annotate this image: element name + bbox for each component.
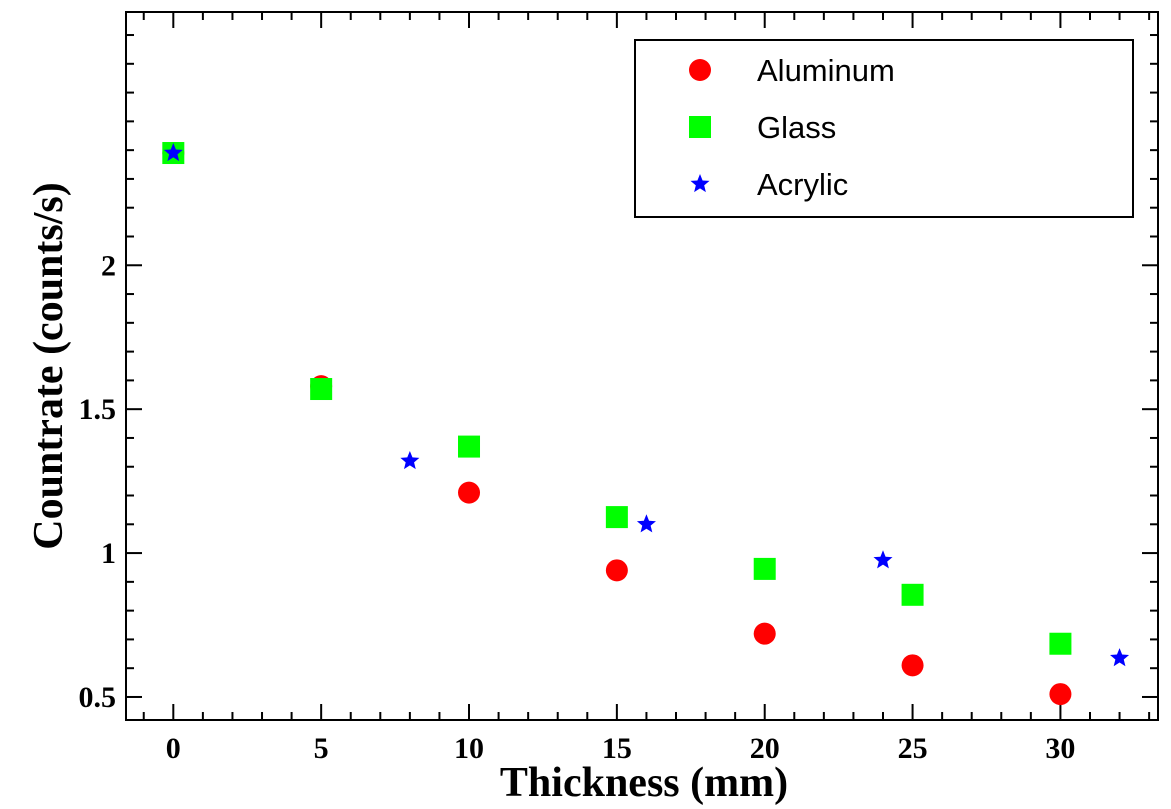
plot-frame xyxy=(125,11,1159,721)
y-tick-label: 0.5 xyxy=(79,681,117,714)
glass-point xyxy=(458,435,481,458)
glass-series xyxy=(162,142,1072,655)
legend-marker-glass xyxy=(689,116,711,138)
x-tick-label: 5 xyxy=(314,732,329,765)
y-tick-label: 2 xyxy=(101,249,116,282)
acrylic-point xyxy=(636,514,656,533)
x-tick-label: 15 xyxy=(602,732,632,765)
x-tick-label: 10 xyxy=(454,732,484,765)
legend-label-acrylic: Acrylic xyxy=(757,167,848,202)
legend-label-aluminum: Aluminum xyxy=(757,53,895,88)
acrylic-point xyxy=(1110,648,1130,667)
glass-point xyxy=(605,506,628,529)
glass-point xyxy=(1049,632,1072,655)
acrylic-point xyxy=(400,450,420,470)
legend: Aluminum Glass Acrylic xyxy=(634,39,1134,218)
acrylic-series xyxy=(163,143,1130,667)
aluminum-series xyxy=(162,142,1072,706)
aluminum-point xyxy=(1049,683,1072,706)
aluminum-point xyxy=(753,622,776,645)
legend-marker-aluminum xyxy=(689,59,711,81)
x-tick-label: 0 xyxy=(166,732,181,765)
x-tick-label: 25 xyxy=(898,732,928,765)
glass-point xyxy=(753,557,776,580)
x-axis-title: Thickness (mm) xyxy=(500,760,788,806)
glass-point xyxy=(310,378,333,401)
x-tick-label: 30 xyxy=(1045,732,1075,765)
aluminum-point xyxy=(458,481,481,504)
aluminum-point xyxy=(605,559,628,582)
glass-point xyxy=(901,583,924,606)
x-tick-label: 20 xyxy=(750,732,780,765)
acrylic-point xyxy=(163,143,183,162)
legend-marker-acrylic xyxy=(690,174,710,193)
y-tick-label: 1.5 xyxy=(79,393,117,426)
legend-box xyxy=(634,39,1134,218)
data-marks xyxy=(162,142,1130,706)
y-axis-title: Countrate (counts/s) xyxy=(26,182,72,549)
aluminum-point xyxy=(901,654,924,677)
y-tick-label: 1 xyxy=(101,537,116,570)
legend-label-glass: Glass xyxy=(757,110,836,145)
acrylic-point xyxy=(873,550,893,569)
axes: 0 5 10 15 20 25 30 0.5 1 1.5 2 xyxy=(79,11,1159,765)
